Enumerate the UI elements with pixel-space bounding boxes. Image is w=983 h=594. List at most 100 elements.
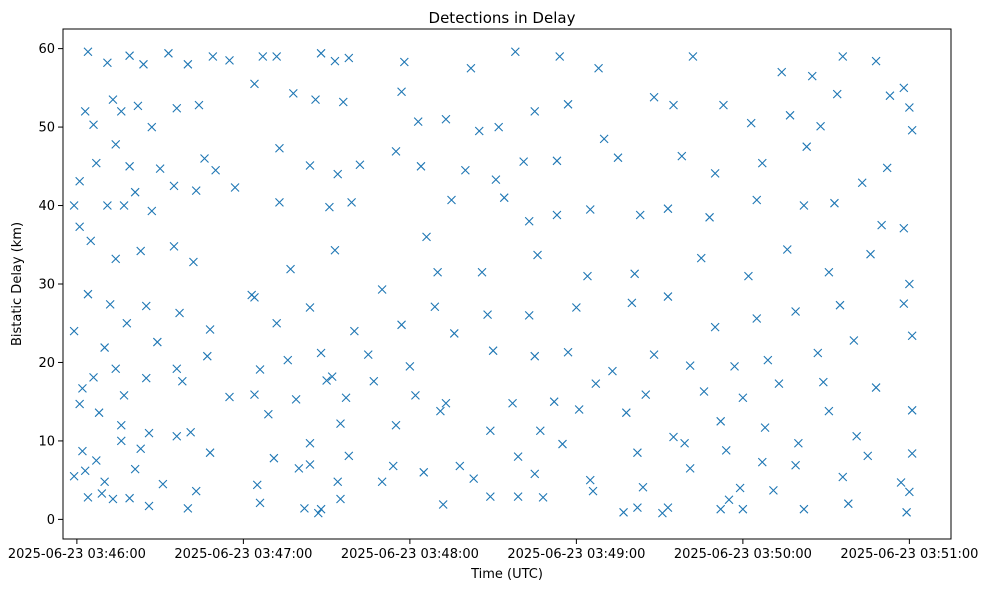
data-point-113 [433,267,443,277]
data-point-129 [205,325,215,334]
data-point-215 [136,444,146,454]
data-point-244 [530,469,540,479]
data-point-123 [904,279,914,289]
data-point-68 [391,147,401,156]
x-tick-label-0: 2025-06-23 03:46:00 [8,547,146,562]
data-point-133 [349,326,359,336]
data-point-265 [588,486,598,496]
data-point-194 [116,420,126,430]
data-point-274 [619,507,628,517]
data-point-132 [305,303,315,312]
data-point-104 [86,236,96,246]
data-point-59 [155,164,165,174]
data-point-23 [899,83,909,93]
data-point-51 [885,91,895,101]
y-tick-label-3: 30 [38,278,55,293]
data-point-30 [172,103,182,113]
data-point-239 [294,463,304,473]
data-point-162 [608,366,617,376]
data-point-17 [594,63,603,73]
data-point-99 [752,195,762,205]
data-point-174 [177,376,187,386]
data-point-166 [763,355,773,365]
data-point-242 [419,467,429,477]
data-point-18 [688,52,698,61]
data-point-218 [269,453,279,463]
data-point-115 [533,250,542,260]
data-point-78 [802,142,812,152]
data-point-61 [200,154,209,163]
data-point-106 [136,246,146,256]
data-point-205 [621,408,631,418]
data-point-53 [907,125,917,135]
data-point-38 [441,114,451,124]
data-point-69 [416,161,426,171]
data-point-138 [571,303,581,312]
data-point-266 [633,503,642,513]
data-point-71 [491,175,501,185]
data-point-199 [336,419,345,429]
data-point-134 [397,320,406,330]
data-point-137 [524,310,534,320]
data-point-117 [630,269,640,279]
data-point-209 [824,406,834,416]
data-point-14 [466,63,476,73]
data-point-124 [83,289,93,299]
data-point-24 [80,106,90,116]
data-point-189 [774,379,784,389]
data-point-65 [305,161,315,170]
data-point-128 [175,308,184,318]
data-point-43 [599,134,609,144]
data-point-277 [724,495,734,505]
data-point-269 [738,504,748,514]
data-point-270 [799,504,809,514]
data-point-157 [405,361,415,371]
data-point-202 [485,426,495,436]
data-point-251 [896,478,906,487]
data-point-49 [816,121,825,131]
data-point-154 [316,348,326,358]
data-point-118 [696,253,706,263]
data-point-4 [164,48,173,58]
data-point-93 [524,216,534,226]
data-point-103 [899,223,909,233]
data-point-220 [344,451,354,461]
data-point-167 [813,348,823,358]
data-point-75 [677,151,687,161]
data-point-86 [191,186,201,196]
data-point-170 [78,383,87,393]
data-point-58 [130,187,140,197]
data-point-37 [413,117,423,126]
data-point-207 [716,416,726,426]
data-point-9 [272,52,282,61]
data-point-192 [75,399,85,409]
data-point-259 [300,504,309,513]
data-point-276 [658,508,667,518]
data-point-56 [111,139,121,149]
data-point-219 [305,460,315,469]
data-point-156 [363,350,373,360]
data-point-213 [91,456,101,465]
data-point-150 [172,364,182,374]
data-point-206 [669,432,678,442]
data-point-190 [818,377,828,387]
data-point-116 [583,271,592,281]
data-point-223 [513,452,523,462]
data-point-264 [513,492,523,502]
data-point-119 [744,271,753,281]
data-point-0 [83,47,93,57]
data-point-146 [69,326,79,336]
data-point-98 [705,212,714,222]
data-point-224 [558,439,567,449]
data-point-141 [710,322,720,332]
data-point-89 [347,198,356,207]
data-point-83 [103,201,112,210]
data-point-250 [838,472,848,482]
data-point-40 [494,122,504,132]
data-point-63 [230,183,240,192]
data-point-268 [716,504,726,514]
data-point-102 [877,220,887,230]
data-point-188 [738,393,748,403]
data-point-76 [710,168,720,178]
data-points [69,47,917,518]
